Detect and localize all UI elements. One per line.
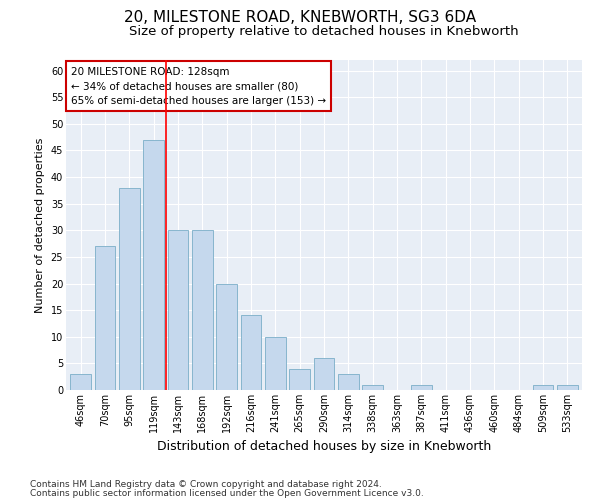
X-axis label: Distribution of detached houses by size in Knebworth: Distribution of detached houses by size … (157, 440, 491, 454)
Y-axis label: Number of detached properties: Number of detached properties (35, 138, 45, 312)
Bar (70, 374, 91, 390)
Bar (411, 384, 432, 390)
Bar (265, 337, 286, 390)
Text: 20, MILESTONE ROAD, KNEBWORTH, SG3 6DA: 20, MILESTONE ROAD, KNEBWORTH, SG3 6DA (124, 10, 476, 25)
Text: Contains HM Land Registry data © Crown copyright and database right 2024.: Contains HM Land Registry data © Crown c… (30, 480, 382, 489)
Bar (314, 358, 334, 390)
Bar (362, 384, 383, 390)
Bar (338, 374, 359, 390)
Text: 20 MILESTONE ROAD: 128sqm
← 34% of detached houses are smaller (80)
65% of semi-: 20 MILESTONE ROAD: 128sqm ← 34% of detac… (71, 66, 326, 106)
Bar (241, 316, 262, 390)
Bar (533, 384, 553, 390)
Bar (167, 230, 188, 390)
Title: Size of property relative to detached houses in Knebworth: Size of property relative to detached ho… (129, 25, 519, 38)
Bar (119, 188, 140, 390)
Text: Contains public sector information licensed under the Open Government Licence v3: Contains public sector information licen… (30, 488, 424, 498)
Bar (192, 230, 212, 390)
Bar (143, 140, 164, 390)
Bar (216, 284, 237, 390)
Bar (557, 384, 578, 390)
Bar (289, 368, 310, 390)
Bar (95, 246, 115, 390)
